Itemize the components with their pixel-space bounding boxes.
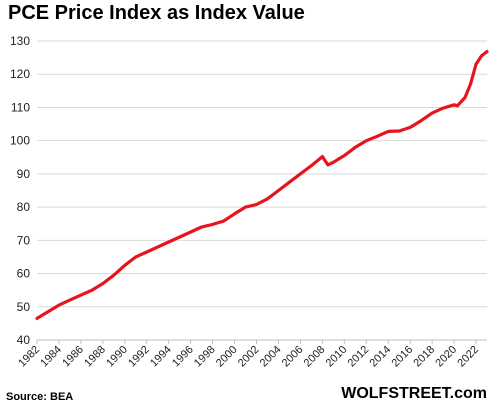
- y-tick-label: 70: [17, 233, 31, 247]
- x-tick-label: 1982: [16, 344, 42, 370]
- x-tick-label: 1988: [82, 344, 108, 370]
- series-layer: [35, 50, 489, 320]
- x-tick-label: 2002: [236, 344, 262, 370]
- x-tick-label: 2008: [302, 344, 328, 370]
- x-tick-label: 1998: [192, 344, 218, 370]
- x-tick-label: 2012: [346, 344, 372, 370]
- brand-label: WOLFSTREET.com: [341, 385, 487, 402]
- source-note: Source: BEA: [6, 391, 74, 403]
- x-tick-label: 2006: [280, 344, 306, 370]
- y-tick-label: 80: [17, 200, 31, 214]
- y-tick-label: 120: [10, 67, 30, 81]
- x-tick-label: 1984: [38, 344, 64, 370]
- y-axis: 40 50 60 70 80 90 100 110 120 130: [10, 34, 30, 347]
- x-axis: 1982198419861988199019921994199619982000…: [16, 339, 487, 370]
- x-tick-label: 2004: [258, 344, 284, 370]
- y-tick-label: 40: [17, 333, 31, 347]
- x-tick-label: 1990: [104, 344, 130, 370]
- y-tick-label: 90: [17, 167, 31, 181]
- x-tick-label: 2000: [214, 344, 240, 370]
- y-tick-label: 100: [10, 134, 30, 148]
- chart-title: PCE Price Index as Index Value: [8, 2, 305, 24]
- y-tick-label: 130: [10, 34, 30, 48]
- y-tick-label: 50: [17, 300, 31, 314]
- x-tick-label: 2010: [324, 344, 350, 370]
- x-tick-label: 2018: [411, 344, 437, 370]
- x-tick-label: 1996: [170, 344, 196, 370]
- y-tick-label: 60: [17, 267, 31, 281]
- x-tick-label: 1994: [148, 344, 174, 370]
- series-line-0: [35, 50, 489, 320]
- x-tick-label: 1986: [60, 344, 86, 370]
- x-tick-label: 2016: [389, 344, 415, 370]
- x-tick-label: 1992: [126, 344, 152, 370]
- x-tick-label: 2020: [433, 344, 459, 370]
- x-tick-label: 2014: [368, 344, 394, 370]
- x-tick-label: 2022: [455, 344, 481, 370]
- y-tick-label: 110: [11, 100, 30, 114]
- grid-lines: [37, 40, 487, 341]
